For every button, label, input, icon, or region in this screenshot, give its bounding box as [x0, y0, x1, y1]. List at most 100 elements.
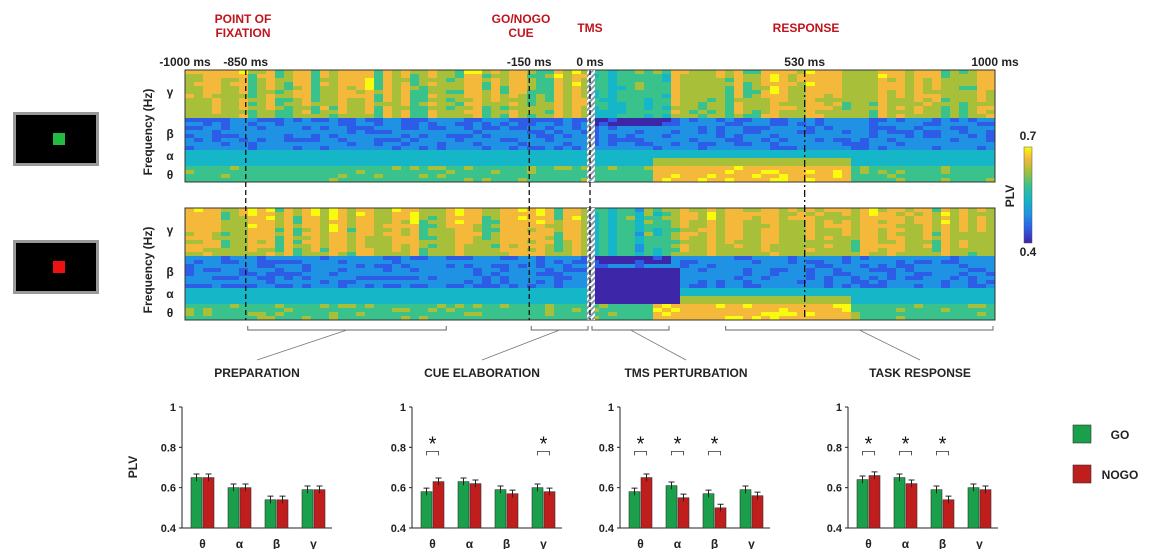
- band-label-1: β: [166, 127, 173, 141]
- phase-label: CUE ELABORATION: [424, 366, 540, 380]
- bar-nogo: [543, 491, 556, 529]
- bar-panel: 0.4 0.6 0.8 1 θ α β γ: [161, 402, 332, 549]
- error-bar: [933, 485, 940, 494]
- category-label: θ: [199, 537, 206, 549]
- category-label: θ: [865, 537, 872, 549]
- error-bar: [242, 483, 249, 492]
- phase-bracket: [725, 326, 994, 331]
- time-tick-label: -850 ms: [223, 55, 268, 69]
- category-label: θ: [429, 537, 436, 549]
- error-bar: [859, 475, 866, 484]
- error-bar: [982, 485, 989, 494]
- time-tick-label: 1000 ms: [971, 55, 1019, 69]
- heatmap-ylabel-bottom: Frequency (Hz): [141, 227, 155, 314]
- legend: GO NOGO: [1072, 424, 1138, 484]
- bar-panel: 0.4 0.6 0.8 1 θ * α β γ *: [391, 402, 562, 549]
- category-label: γ: [748, 537, 755, 549]
- bar-go: [702, 493, 715, 529]
- green-square-icon: [53, 133, 65, 145]
- significance-star: *: [674, 433, 682, 455]
- colorbar-min-label: 0.4: [1020, 245, 1037, 259]
- category-label: β: [711, 537, 718, 549]
- y-tick-label: 0.4: [161, 523, 177, 535]
- error-bar: [705, 489, 712, 498]
- bar-go: [893, 477, 906, 529]
- error-bar: [316, 485, 323, 494]
- significance-star: *: [540, 433, 548, 455]
- error-bar: [742, 485, 749, 494]
- error-bar: [896, 473, 903, 482]
- band-label-0: γ: [167, 223, 174, 237]
- significance-star: *: [637, 433, 645, 455]
- significance-star: *: [939, 433, 947, 455]
- category-label: α: [466, 537, 474, 549]
- y-tick-label: 0.8: [599, 442, 614, 454]
- y-tick-label: 0.4: [827, 523, 843, 535]
- event-markers: [245, 70, 806, 320]
- significance-star: *: [902, 433, 910, 455]
- bar-nogo: [868, 475, 881, 529]
- bar-nogo: [313, 489, 326, 529]
- y-tick-label: 0.6: [827, 483, 842, 495]
- bar-nogo: [751, 495, 764, 529]
- error-bar: [472, 479, 479, 488]
- error-bar: [205, 473, 212, 482]
- y-tick-label: 1: [608, 402, 614, 414]
- y-tick-label: 0.4: [599, 523, 615, 535]
- significance-bracket: [426, 450, 439, 456]
- event-label-cue: GO/NOGO CUE: [492, 12, 551, 40]
- phase-bracket: [247, 326, 447, 331]
- error-bar: [267, 495, 274, 504]
- y-tick-label: 0.6: [391, 483, 406, 495]
- phase-bracket: [591, 326, 670, 331]
- bar-nogo: [202, 477, 215, 529]
- phase-connector: [256, 329, 348, 361]
- legend-swatch-nogo: [1072, 464, 1092, 484]
- bar-nogo: [506, 493, 519, 529]
- category-label: α: [674, 537, 682, 549]
- error-bar: [304, 485, 311, 494]
- red-square-icon: [53, 261, 65, 273]
- heatmap-ylabel-top: Frequency (Hz): [141, 89, 155, 176]
- bar-go: [531, 487, 544, 529]
- bar-ylabel: PLV: [126, 456, 140, 478]
- category-label: β: [503, 537, 510, 549]
- significance-bracket: [936, 450, 949, 456]
- band-label-2: α: [166, 287, 174, 301]
- bar-nogo: [905, 483, 918, 529]
- y-tick-label: 1: [170, 402, 176, 414]
- significance-star: *: [711, 433, 719, 455]
- band-label-0: γ: [167, 85, 174, 99]
- category-label: α: [902, 537, 910, 549]
- event-label-fixation: POINT OF FIXATION: [215, 12, 272, 40]
- phase-label: PREPARATION: [214, 366, 300, 380]
- band-label-2: α: [166, 149, 174, 163]
- error-bar: [435, 477, 442, 486]
- bar-nogo: [979, 489, 992, 529]
- colorbar-max-label: 0.7: [1020, 129, 1037, 143]
- significance-bracket: [634, 450, 647, 456]
- y-tick-label: 1: [836, 402, 842, 414]
- time-tick-label: -150 ms: [507, 55, 552, 69]
- error-bar: [970, 483, 977, 492]
- significance-star: *: [429, 433, 437, 455]
- bar-go: [301, 489, 314, 529]
- category-label: β: [939, 537, 946, 549]
- bar-panel: 0.4 0.6 0.8 1 θ * α * β * γ: [827, 402, 998, 549]
- bar-go: [420, 491, 433, 529]
- error-bar: [546, 487, 553, 496]
- time-axis: -1000 ms -850 ms -150 ms 0 ms 530 ms 1000 ms: [159, 55, 1019, 69]
- phase-brackets: PREPARATION CUE ELABORATION TMS PERTURBATI…: [214, 326, 994, 380]
- bar-go: [739, 489, 752, 529]
- category-label: β: [273, 537, 280, 549]
- error-bar: [631, 487, 638, 496]
- bar-nogo: [677, 497, 690, 529]
- go-stimulus-icon: [13, 112, 99, 166]
- time-tick-label: -1000 ms: [159, 55, 211, 69]
- y-tick-label: 0.8: [827, 442, 842, 454]
- bar-go: [264, 499, 277, 529]
- error-bar: [871, 471, 878, 480]
- category-label: α: [236, 537, 244, 549]
- bar-nogo: [942, 499, 955, 529]
